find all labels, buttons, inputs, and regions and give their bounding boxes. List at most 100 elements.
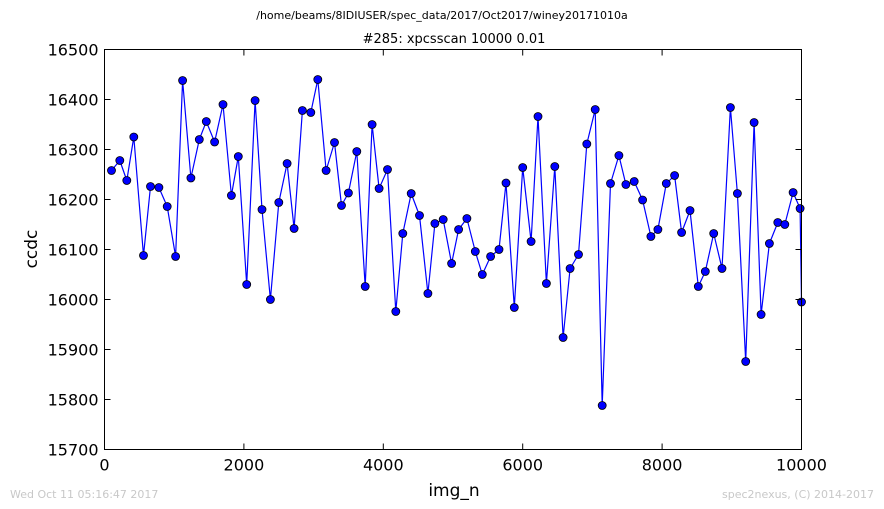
ticks-layer: 0 2000 4000 6000 8000 10000 15700 15800 15900 160…	[48, 41, 827, 475]
data-point	[717, 264, 727, 273]
data-point	[574, 250, 583, 259]
data-point	[406, 189, 416, 198]
data-point	[756, 310, 766, 319]
data-point	[462, 214, 472, 223]
data-point	[178, 76, 188, 85]
y-tick-label: 16400	[48, 91, 99, 110]
data-point	[486, 252, 496, 261]
x-axis-label: img_n	[428, 481, 479, 501]
data-point	[360, 282, 370, 291]
data-point	[250, 96, 260, 105]
data-point	[741, 357, 751, 366]
data-point	[454, 225, 464, 234]
data-point	[638, 195, 647, 205]
data-point	[749, 118, 759, 127]
data-point	[709, 229, 719, 238]
data-point	[765, 239, 774, 248]
data-point	[330, 138, 339, 147]
y-tick-label: 16300	[48, 141, 99, 160]
data-point	[257, 205, 267, 214]
data-point	[693, 282, 703, 291]
y-tick-label: 15700	[48, 441, 99, 460]
data-point	[565, 264, 575, 273]
data-point	[518, 163, 528, 172]
data-point	[162, 202, 172, 211]
chart-title: #285: xpcsscan 10000 0.01	[363, 32, 546, 47]
y-axis-label: ccdc	[22, 230, 42, 269]
data-point	[374, 184, 384, 193]
data-point	[122, 176, 132, 185]
data-point	[501, 178, 511, 188]
data-point	[653, 225, 663, 234]
x-tick-label: 6000	[502, 456, 543, 475]
y-tick-label: 16200	[48, 191, 99, 210]
data-point	[685, 206, 695, 215]
data-point	[780, 220, 790, 229]
data-point	[542, 279, 551, 288]
data-point	[550, 162, 560, 171]
data-point	[726, 103, 735, 112]
data-point	[509, 303, 519, 312]
data-point	[795, 204, 805, 213]
x-tick-label: 0	[99, 456, 109, 475]
y-tick-label: 16100	[48, 241, 99, 260]
x-tick-label: 2000	[224, 456, 265, 475]
data-point	[107, 166, 116, 175]
series-line	[111, 78, 803, 407]
footer-credit: spec2nexus, (C) 2014-2017	[722, 488, 874, 501]
y-tick-label: 15800	[48, 391, 99, 410]
x-tick-label: 4000	[363, 456, 404, 475]
data-point	[274, 198, 284, 207]
data-point	[470, 247, 480, 256]
series-layer	[107, 75, 806, 410]
data-point	[398, 229, 408, 238]
data-point	[477, 270, 487, 279]
data-point	[321, 166, 331, 175]
data-point	[154, 183, 164, 192]
data-point	[383, 165, 392, 174]
data-point	[661, 179, 671, 188]
data-point	[265, 295, 275, 304]
data-point	[629, 177, 639, 186]
x-tick-label: 8000	[642, 456, 683, 475]
data-point	[186, 173, 196, 183]
data-point	[423, 289, 433, 298]
y-tick-label: 16500	[48, 41, 99, 60]
data-point	[582, 139, 592, 149]
data-point	[171, 252, 181, 261]
data-point	[367, 120, 377, 129]
data-point	[788, 188, 798, 197]
data-point	[306, 108, 316, 117]
data-point	[139, 251, 148, 260]
data-point	[129, 132, 139, 142]
data-point	[621, 180, 631, 189]
data-point	[242, 280, 252, 289]
data-point	[233, 152, 243, 161]
y-tick-label: 15900	[48, 341, 99, 360]
data-point	[297, 106, 307, 115]
data-point	[533, 112, 543, 121]
data-point	[146, 182, 155, 191]
data-point	[558, 333, 568, 342]
data-point	[526, 237, 536, 246]
data-point	[494, 245, 504, 254]
data-point	[194, 135, 204, 144]
data-point	[597, 401, 607, 410]
footer-timestamp: Wed Oct 11 05:16:47 2017	[10, 488, 158, 501]
y-tick-label: 16000	[48, 291, 99, 310]
data-point	[282, 159, 292, 168]
plot-area-frame	[104, 49, 802, 450]
data-point	[352, 147, 362, 156]
figure-suptitle: /home/beams/8IDIUSER/spec_data/2017/Oct2…	[256, 9, 628, 22]
data-point	[337, 201, 346, 210]
data-point	[343, 188, 353, 198]
data-point	[289, 224, 299, 233]
data-point	[430, 219, 440, 228]
data-point	[677, 228, 686, 237]
data-point	[670, 171, 679, 180]
data-point	[447, 259, 457, 268]
x-tick-label: 10000	[776, 456, 827, 475]
data-point	[201, 117, 211, 126]
data-point	[226, 191, 236, 200]
